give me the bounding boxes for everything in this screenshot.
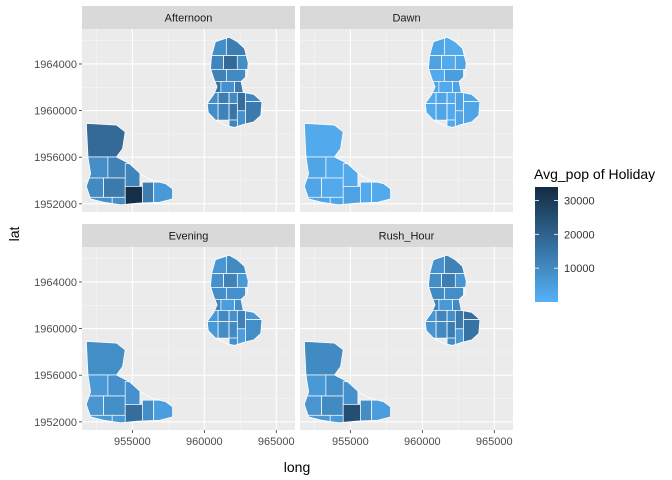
district-polygon — [446, 337, 456, 346]
district-polygon — [228, 310, 238, 322]
east-region-outline — [206, 254, 263, 346]
x-tick-label: 965000 — [258, 436, 295, 448]
facet-panel-dawn: Dawn — [300, 6, 513, 212]
facet-strip-label: Evening — [169, 231, 209, 243]
district-polygon — [228, 337, 238, 346]
west-region-outline — [303, 340, 392, 424]
x-axis-title: long — [284, 459, 310, 475]
district-polygon — [441, 273, 456, 288]
district-polygon — [435, 103, 448, 121]
district-polygon — [223, 273, 238, 288]
facet-strip-label: Rush_Hour — [379, 231, 435, 243]
district-polygon — [435, 310, 448, 322]
district-polygon — [321, 395, 344, 416]
facet-strip-label: Dawn — [392, 13, 420, 25]
legend-break-label: 30000 — [564, 196, 595, 208]
district-polygon — [111, 414, 126, 423]
facet-strip — [82, 6, 295, 29]
x-tick-label: 955000 — [114, 436, 151, 448]
legend-colorbar — [535, 187, 558, 302]
facet-strip — [300, 6, 513, 29]
facet-panel-rush-hour: Rush_Hour 955000 960000 965000 — [300, 224, 513, 448]
district-polygon — [435, 321, 448, 339]
district-polygon — [228, 92, 238, 104]
facet-strip-label: Afternoon — [165, 13, 213, 25]
district-polygon — [217, 310, 230, 322]
west-region-outline — [85, 122, 174, 206]
district-polygon — [220, 299, 235, 311]
district-polygon — [446, 103, 456, 121]
facet-strip — [82, 224, 295, 247]
district-polygon — [228, 119, 238, 128]
district-polygon — [446, 119, 456, 128]
y-tick-label: 1956000 — [34, 152, 77, 164]
district-polygon — [236, 92, 246, 112]
district-polygon — [228, 321, 238, 339]
x-tick-label: 965000 — [476, 436, 513, 448]
district-polygon — [454, 310, 464, 330]
district-polygon — [111, 196, 126, 205]
district-polygon — [446, 310, 456, 322]
district-polygon — [217, 103, 230, 121]
west-region — [86, 123, 173, 205]
district-polygon — [103, 395, 126, 416]
district-polygon — [454, 92, 464, 112]
district-polygon — [321, 177, 344, 198]
y-tick-label: 1964000 — [34, 59, 77, 71]
district-polygon — [438, 81, 453, 93]
district-polygon — [446, 92, 456, 104]
legend-break-label: 20000 — [564, 229, 595, 241]
east-region — [425, 255, 480, 346]
legend-title: Avg_pop of Holiday — [534, 166, 655, 182]
district-polygon — [228, 103, 238, 121]
x-tick-label: 955000 — [332, 436, 369, 448]
district-polygon — [217, 321, 230, 339]
y-tick-label: 1964000 — [34, 277, 77, 289]
district-polygon — [446, 321, 456, 339]
district-polygon — [103, 177, 126, 198]
y-tick-label: 1952000 — [34, 199, 77, 211]
facet-panel-evening: Evening 1952000 1956000 1960000 1964000 95500… — [34, 224, 295, 448]
district-polygon — [217, 92, 230, 104]
facet-panel-afternoon: Afternoon 1952000 1956000 1960000 1964000 — [34, 6, 295, 212]
east-region-outline — [206, 36, 263, 128]
x-tick-label: 960000 — [186, 436, 223, 448]
y-tick-label: 1956000 — [34, 370, 77, 382]
west-region-outline — [303, 122, 392, 206]
east-region — [425, 37, 480, 128]
west-region-outline — [85, 340, 174, 424]
east-region-outline — [424, 254, 481, 346]
district-polygon — [438, 299, 453, 311]
district-polygon — [441, 55, 456, 70]
y-axis-title: lat — [6, 227, 22, 242]
color-legend: Avg_pop of Holiday 10000 20000 30000 — [534, 166, 655, 302]
district-polygon — [329, 414, 344, 423]
district-polygon — [220, 81, 235, 93]
y-tick-label: 1952000 — [34, 417, 77, 429]
district-polygon — [329, 196, 344, 205]
y-tick-label: 1960000 — [34, 324, 77, 336]
east-region-outline — [424, 36, 481, 128]
district-polygon — [435, 92, 448, 104]
legend-break-label: 10000 — [564, 263, 595, 275]
district-polygon — [236, 310, 246, 330]
facet-strip — [300, 224, 513, 247]
y-tick-label: 1960000 — [34, 106, 77, 118]
x-tick-label: 960000 — [404, 436, 441, 448]
district-polygon — [223, 55, 238, 70]
